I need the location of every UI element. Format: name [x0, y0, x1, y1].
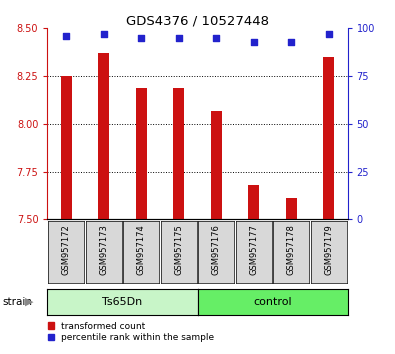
Text: GSM957175: GSM957175	[174, 224, 183, 275]
Point	[175, 35, 182, 41]
Point	[251, 39, 257, 45]
Text: GSM957174: GSM957174	[137, 224, 146, 275]
Bar	[135, 87, 147, 219]
Bar	[286, 199, 297, 219]
Bar	[60, 76, 72, 219]
Text: GSM957173: GSM957173	[99, 224, 108, 275]
Text: GSM957176: GSM957176	[212, 224, 221, 275]
Bar	[173, 87, 184, 219]
Text: strain: strain	[2, 297, 32, 307]
Bar	[323, 57, 335, 219]
Point	[138, 35, 145, 41]
Text: GSM957178: GSM957178	[287, 224, 296, 275]
Text: GSM957172: GSM957172	[62, 224, 71, 275]
Bar	[98, 53, 109, 219]
Title: GDS4376 / 10527448: GDS4376 / 10527448	[126, 14, 269, 27]
Text: GSM957179: GSM957179	[324, 224, 333, 275]
Point	[288, 39, 295, 45]
Text: ▶: ▶	[25, 297, 34, 307]
Bar	[248, 185, 260, 219]
Text: Ts65Dn: Ts65Dn	[102, 297, 143, 307]
Text: control: control	[253, 297, 292, 307]
Legend: transformed count, percentile rank within the sample: transformed count, percentile rank withi…	[44, 318, 218, 346]
Point	[100, 31, 107, 37]
Text: GSM957177: GSM957177	[249, 224, 258, 275]
Bar	[211, 110, 222, 219]
Point	[213, 35, 220, 41]
Point	[63, 33, 70, 39]
Point	[326, 31, 332, 37]
